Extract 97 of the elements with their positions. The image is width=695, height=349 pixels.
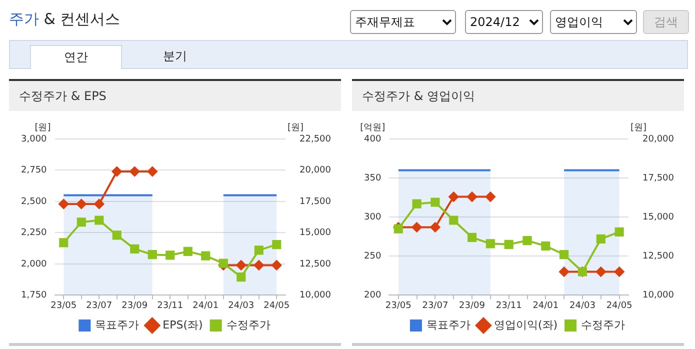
- point: [614, 227, 624, 236]
- point: [412, 199, 422, 208]
- legend-label: 영업이익(좌): [494, 318, 558, 332]
- y2-tick-label: 10,000: [642, 290, 674, 301]
- x-tick-label: 23/09: [122, 300, 148, 311]
- y2-tick-label: 10,000: [300, 290, 332, 301]
- point: [560, 250, 569, 260]
- chart-title: 수정주가 & EPS: [9, 81, 341, 111]
- x-tick-label: 23/05: [385, 300, 412, 311]
- point: [58, 198, 69, 209]
- x-tick-label: 24/03: [228, 300, 254, 311]
- legend-label: 수정주가: [581, 318, 626, 332]
- text: 검색: [643, 10, 689, 34]
- text: 주가 & 컨센서스: [9, 10, 120, 29]
- y2-tick-label: 17,500: [642, 173, 674, 184]
- point: [183, 246, 192, 256]
- text: 주재무제표: [350, 10, 456, 34]
- y-tick-label: 200: [364, 290, 382, 301]
- y-tick-label: 250: [364, 251, 382, 262]
- x-tick-label: 23/09: [459, 300, 486, 311]
- point: [272, 240, 282, 250]
- point: [486, 239, 495, 248]
- y2-tick-label: 15,000: [642, 212, 674, 222]
- point: [76, 198, 86, 209]
- point: [448, 192, 459, 202]
- y2-tick-label: 17,500: [300, 196, 332, 207]
- y2-axis-title: [원]: [630, 122, 647, 133]
- point: [112, 166, 122, 176]
- y-tick-label: 2,500: [21, 196, 48, 207]
- point: [201, 251, 210, 260]
- point: [147, 166, 158, 176]
- point: [504, 240, 514, 249]
- point: [522, 236, 532, 246]
- text: 영업이익: [550, 10, 637, 34]
- point: [541, 241, 550, 251]
- point: [76, 218, 86, 227]
- point: [559, 266, 570, 277]
- y-tick-label: 2,000: [21, 259, 48, 270]
- x-tick-label: 24/05: [264, 300, 290, 311]
- x-tick-label: 23/07: [422, 300, 448, 311]
- x-tick-label: 23/05: [50, 300, 77, 311]
- point: [130, 166, 140, 176]
- point: [166, 250, 175, 260]
- x-tick-label: 24/01: [192, 300, 219, 311]
- y2-tick-label: 12,500: [642, 251, 674, 262]
- y2-axis-title: [원]: [288, 122, 304, 133]
- legend-label: 목표주가: [426, 318, 470, 332]
- point: [596, 266, 606, 277]
- legend-label: 목표주가: [95, 318, 140, 332]
- y-axis-title: [억원]: [360, 122, 386, 133]
- legend-label: EPS(좌): [162, 318, 203, 332]
- y2-tick-label: 22,500: [300, 134, 332, 144]
- y-tick-label: 3,000: [21, 134, 48, 144]
- point: [467, 232, 477, 242]
- point: [130, 244, 140, 254]
- legend-label: 수정주가: [226, 318, 270, 332]
- y-tick-label: 1,750: [21, 290, 48, 301]
- point: [148, 250, 157, 260]
- point: [394, 224, 403, 234]
- point: [449, 216, 458, 225]
- y2-tick-label: 20,000: [642, 134, 674, 144]
- point: [236, 272, 246, 282]
- point: [272, 260, 282, 270]
- y-axis-title: [원]: [34, 122, 51, 133]
- text: 분기: [162, 48, 188, 65]
- point: [236, 260, 246, 270]
- x-tick-label: 24/01: [532, 300, 559, 311]
- point: [485, 192, 496, 202]
- point: [412, 222, 422, 232]
- point: [218, 258, 228, 268]
- y-tick-label: 2,250: [21, 228, 48, 238]
- point: [614, 266, 624, 277]
- x-tick-label: 24/05: [606, 300, 632, 311]
- point: [112, 230, 122, 240]
- point: [467, 192, 478, 202]
- point: [430, 222, 440, 232]
- x-tick-label: 24/03: [570, 300, 596, 311]
- y2-tick-label: 20,000: [300, 166, 332, 176]
- point: [94, 198, 104, 209]
- x-tick-label: 23/07: [86, 300, 112, 311]
- x-tick-label: 23/11: [157, 300, 184, 311]
- x-tick-label: 23/11: [496, 300, 522, 311]
- point: [430, 198, 440, 207]
- point: [94, 216, 104, 225]
- text: 2024/12: [465, 10, 543, 34]
- y-tick-label: 400: [364, 134, 382, 144]
- y-tick-label: 2,750: [21, 166, 48, 176]
- y-tick-label: 350: [364, 173, 382, 184]
- y2-tick-label: 12,500: [300, 259, 332, 270]
- y2-tick-label: 15,000: [300, 228, 332, 238]
- point: [596, 234, 606, 244]
- chart-title: 수정주가 & 영업이익: [352, 81, 684, 111]
- y-tick-label: 300: [364, 212, 382, 222]
- text: 연간: [30, 45, 122, 69]
- point: [254, 260, 264, 270]
- point: [59, 238, 68, 248]
- point: [254, 246, 264, 255]
